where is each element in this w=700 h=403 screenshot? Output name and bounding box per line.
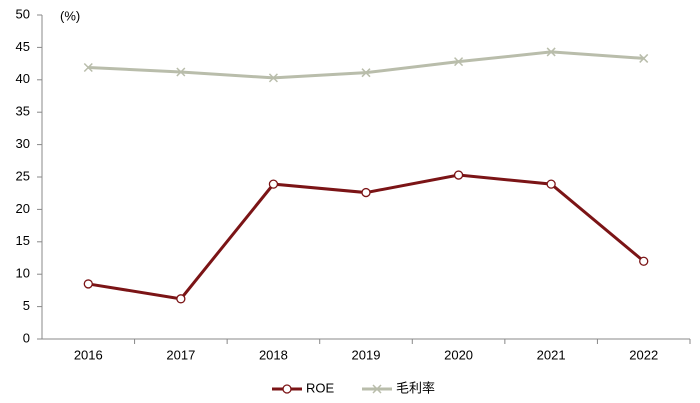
y-tick-label: 5	[23, 298, 30, 313]
y-tick-label: 15	[16, 233, 30, 248]
legend-marker	[372, 384, 382, 394]
point	[639, 53, 649, 63]
x-tick-label: 2022	[629, 347, 658, 362]
y-tick-label: 30	[16, 136, 30, 151]
point	[268, 179, 279, 189]
y-tick-label: 0	[23, 330, 30, 345]
point	[546, 47, 556, 57]
point	[361, 68, 371, 78]
legend-label: ROE	[306, 380, 335, 395]
y-tick-label: 20	[16, 201, 30, 216]
point	[83, 62, 93, 73]
legend-marker	[282, 384, 292, 394]
point	[176, 67, 186, 77]
y-tick-label: 25	[16, 168, 30, 183]
x-tick-label: 2018	[259, 347, 288, 362]
x-tick-label: 2021	[537, 347, 566, 362]
point	[546, 179, 556, 189]
y-tick-label: 35	[16, 104, 30, 119]
point	[453, 170, 464, 180]
x-tick-label: 2019	[352, 347, 381, 362]
point	[639, 256, 649, 266]
x-tick-label: 2020	[444, 347, 473, 362]
y-tick-label: 40	[16, 71, 30, 86]
y-tick-label: 10	[16, 266, 30, 281]
x-tick-label: 2016	[74, 347, 103, 362]
x-tick-label: 2017	[166, 347, 195, 362]
y-tick-label: 45	[16, 39, 30, 54]
y-tick-label: 50	[16, 6, 30, 21]
point	[176, 294, 186, 304]
point	[83, 279, 93, 289]
point	[361, 187, 371, 198]
point	[454, 57, 464, 67]
y-axis-unit: (%)	[60, 8, 80, 23]
point	[268, 73, 278, 83]
legend-label: 毛利率	[396, 380, 435, 395]
series-line	[88, 50, 644, 80]
